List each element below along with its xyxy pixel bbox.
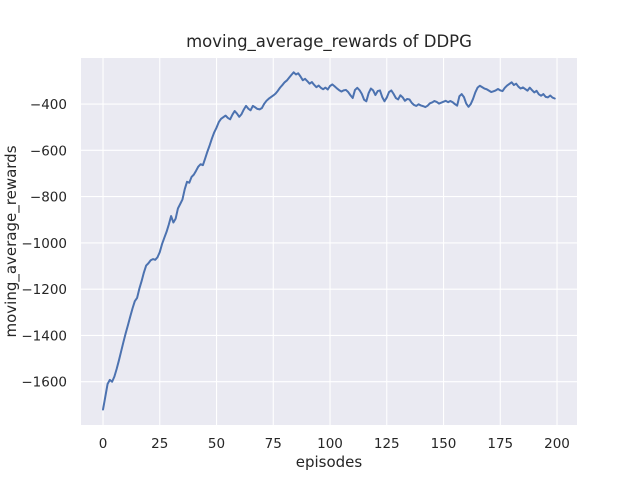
- y-tick-label: −800: [30, 190, 67, 206]
- y-tick-labels: −400 −600 −800 −1000 −1200 −1400 −1600: [21, 97, 67, 391]
- x-tick-label: 25: [151, 436, 168, 452]
- y-tick-label: −1000: [21, 236, 67, 252]
- y-tick-label: −1400: [21, 328, 67, 344]
- y-tick-label: −400: [30, 97, 67, 113]
- x-tick-label: 0: [99, 436, 108, 452]
- line-series-ddpg: [102, 71, 556, 411]
- x-axis-label: episodes: [296, 453, 363, 471]
- x-tick-labels: 0 25 50 75 100 125 150 175 200: [99, 436, 570, 452]
- chart-title: moving_average_rewards of DDPG: [186, 32, 472, 52]
- x-tick-label: 200: [544, 436, 570, 452]
- y-tick-label: −600: [30, 143, 67, 159]
- x-tick-label: 75: [265, 436, 282, 452]
- x-tick-label: 125: [374, 436, 400, 452]
- gridlines: [81, 58, 577, 425]
- x-tick-label: 50: [208, 436, 225, 452]
- y-axis-label: moving_average_rewards: [2, 145, 21, 337]
- x-tick-label: 150: [431, 436, 457, 452]
- plot-area: [81, 58, 577, 425]
- plot-layer: 0 25 50 75 100 125 150 175 200−400−600−800−1000−…: [21, 58, 577, 452]
- x-tick-label: 175: [487, 436, 513, 452]
- y-tick-label: −1600: [21, 375, 67, 391]
- y-tick-label: −1200: [21, 282, 67, 298]
- x-tick-label: 100: [317, 436, 343, 452]
